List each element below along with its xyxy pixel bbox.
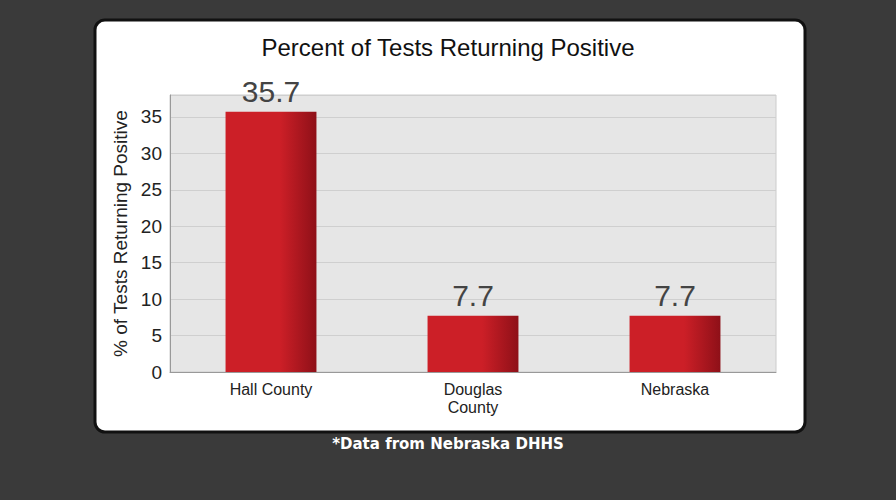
svg-text:20: 20 [141,216,162,237]
svg-text:Percent of Tests Returning Pos: Percent of Tests Returning Positive [261,34,634,61]
svg-text:15: 15 [141,252,162,273]
svg-text:10: 10 [141,289,162,310]
svg-text:25: 25 [141,179,162,200]
svg-text:35: 35 [141,106,162,127]
svg-text:% of Tests Returning Positive: % of Tests Returning Positive [110,110,131,357]
svg-text:0: 0 [151,362,162,383]
svg-text:30: 30 [141,143,162,164]
svg-text:*Data from Nebraska DHHS: *Data from Nebraska DHHS [332,435,564,453]
svg-text:Hall County: Hall County [230,381,313,398]
svg-text:5: 5 [151,325,162,346]
svg-text:7.7: 7.7 [452,279,494,312]
svg-text:Nebraska: Nebraska [641,381,710,398]
svg-text:County: County [448,399,499,416]
svg-text:35.7: 35.7 [242,75,300,108]
svg-text:Douglas: Douglas [444,381,503,398]
svg-text:7.7: 7.7 [654,279,696,312]
